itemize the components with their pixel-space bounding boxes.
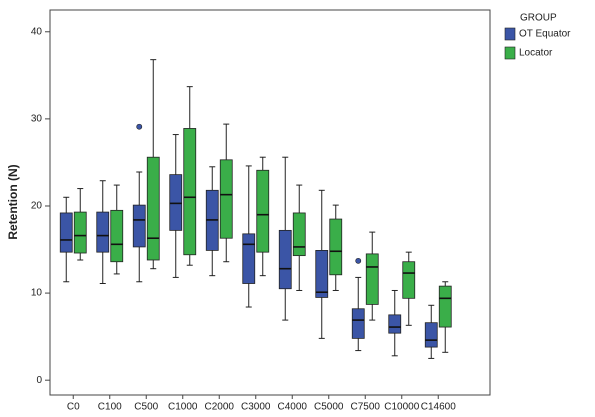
box [351,308,365,339]
box [365,253,379,305]
box [59,212,73,253]
x-tick-label: C0 [67,402,80,413]
x-tick-label: C2000 [205,402,235,413]
legend-label: Locator [519,48,553,59]
box [146,156,160,261]
x-tick-label: C5000 [314,402,344,413]
box [329,218,343,276]
box [73,211,87,254]
y-tick-label: 30 [31,114,43,125]
x-tick-label: C4000 [278,402,308,413]
box [96,211,110,253]
box [292,212,306,257]
plot-frame [49,9,491,396]
x-tick-label: C500 [134,402,158,413]
legend-label: OT Equator [519,29,571,40]
box [424,322,438,348]
box [132,204,146,248]
x-tick-label: C7500 [351,402,381,413]
box [110,209,124,263]
box [315,250,329,298]
x-tick-label: C10000 [384,402,419,413]
legend-title: GROUP [520,13,557,24]
legend-swatch [504,27,516,41]
x-tick-label: C100 [98,402,122,413]
y-tick-label: 10 [31,288,43,299]
box [183,128,197,256]
y-tick-label: 40 [31,26,43,37]
outlier [136,123,143,130]
y-tick-label: 20 [31,201,43,212]
box [438,285,452,328]
box [278,229,292,290]
x-tick-label: C3000 [241,402,271,413]
box [219,159,233,239]
outlier [355,257,362,264]
box [388,314,402,334]
y-tick-label: 0 [36,375,42,386]
y-axis-label: Retention (N) [6,164,20,239]
x-tick-label: C1000 [168,402,198,413]
box [169,174,183,231]
box [402,261,416,299]
box [256,169,270,253]
x-tick-label: C14600 [421,402,456,413]
box [242,233,256,284]
legend-swatch [504,46,516,60]
